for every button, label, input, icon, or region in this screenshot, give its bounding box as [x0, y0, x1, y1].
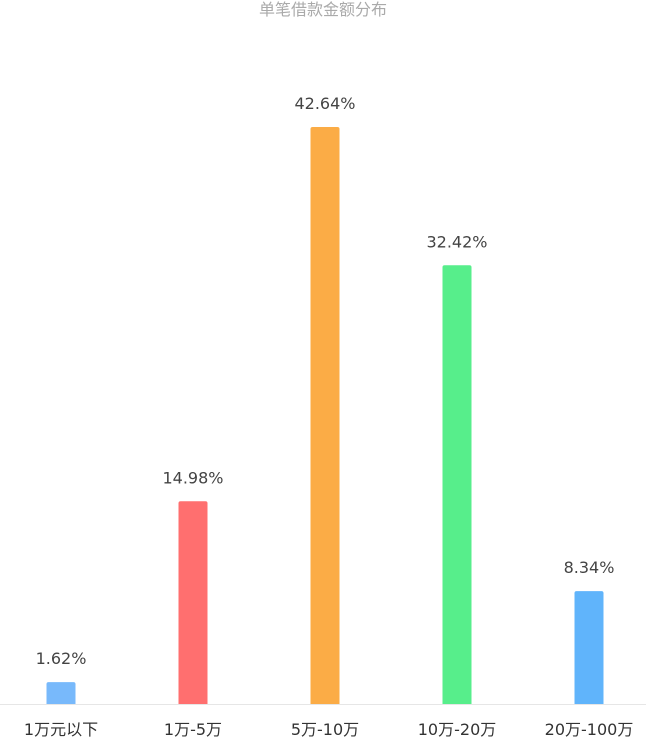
value-label-2: 14.98%: [162, 468, 223, 487]
x-tick-label-2: 1万-5万: [164, 720, 222, 737]
value-label-1: 1.62%: [36, 649, 87, 668]
bar-1: [46, 682, 76, 704]
bar-3: [310, 127, 340, 704]
bar-4: [442, 265, 472, 704]
value-label-4: 32.42%: [426, 232, 487, 251]
bar-5: [574, 591, 604, 704]
value-label-5: 8.34%: [564, 558, 615, 577]
x-tick-label-4: 10万-20万: [418, 720, 497, 737]
x-tick-label-5: 20万-100万: [545, 720, 634, 737]
value-label-3: 42.64%: [294, 94, 355, 113]
x-tick-label-1: 1万元以下: [24, 720, 98, 737]
chart-title: 单笔借款金额分布: [258, 0, 387, 19]
bar-2: [178, 501, 208, 704]
x-tick-label-3: 5万-10万: [291, 720, 359, 737]
